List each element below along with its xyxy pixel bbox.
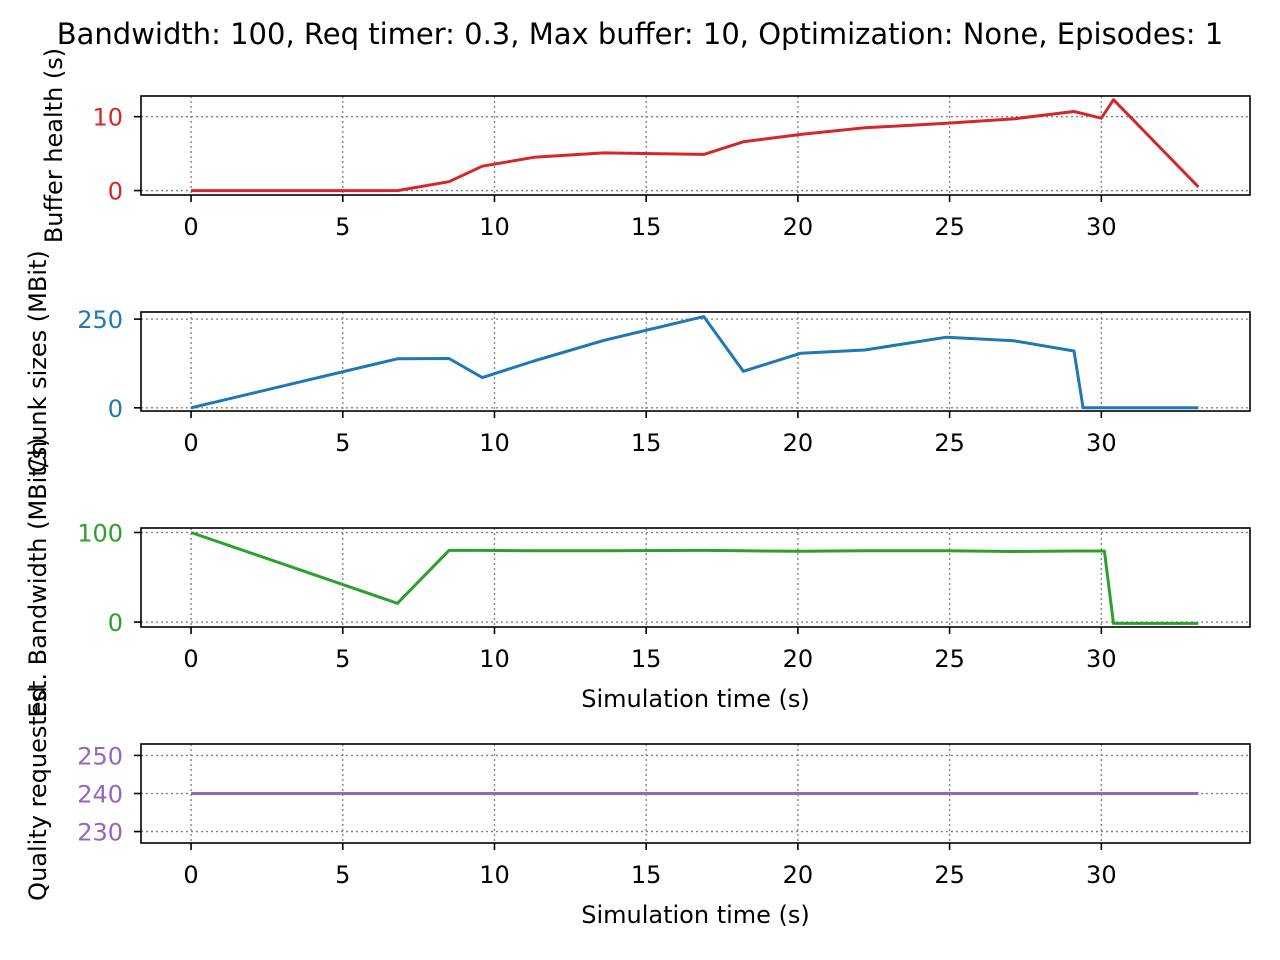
x-tick-label: 0 bbox=[183, 429, 198, 457]
y-axis-label: Buffer health (s) bbox=[40, 48, 68, 243]
x-tick-label: 15 bbox=[631, 861, 662, 889]
subplot-1: 0 5 10 15 20 25 30 0 10 Buffer health (s) bbox=[40, 48, 1251, 243]
x-tick-label: 10 bbox=[479, 213, 510, 241]
x-tick-label: 15 bbox=[631, 213, 662, 241]
y-tick-label: 240 bbox=[77, 781, 123, 809]
x-tick-label: 10 bbox=[479, 645, 510, 673]
axes-frame bbox=[140, 311, 1251, 412]
x-tick-label: 30 bbox=[1086, 861, 1117, 889]
x-tick-label: 0 bbox=[183, 213, 198, 241]
x-tick-label: 30 bbox=[1086, 429, 1117, 457]
y-tick-label: 250 bbox=[77, 742, 123, 770]
x-tick-label: 5 bbox=[335, 429, 350, 457]
x-tick-label: 0 bbox=[183, 645, 198, 673]
x-tick-label: 0 bbox=[183, 861, 198, 889]
x-tick-label: 20 bbox=[783, 429, 814, 457]
x-tick-label: 10 bbox=[479, 861, 510, 889]
x-tick-label: 20 bbox=[783, 645, 814, 673]
x-tick-label: 25 bbox=[934, 429, 965, 457]
y-tick-label: 0 bbox=[108, 178, 123, 206]
x-tick-label: 10 bbox=[479, 429, 510, 457]
x-tick-label: 20 bbox=[783, 861, 814, 889]
axes-frame bbox=[140, 527, 1251, 628]
axes-frame bbox=[140, 95, 1251, 196]
y-axis-label: Quality requested bbox=[24, 686, 52, 901]
x-tick-label: 5 bbox=[335, 213, 350, 241]
series-line bbox=[191, 98, 1200, 193]
y-axis-label: Chunk sizes (MBit) bbox=[24, 250, 52, 473]
y-tick-label: 230 bbox=[77, 819, 123, 847]
y-axis-label: Est. Bandwidth (MBit/s) bbox=[24, 437, 52, 717]
x-tick-label: 15 bbox=[631, 429, 662, 457]
y-tick-label: 0 bbox=[108, 395, 123, 423]
x-axis-label: Simulation time (s) bbox=[581, 685, 810, 713]
y-tick-label: 0 bbox=[108, 609, 123, 637]
x-tick-label: 25 bbox=[934, 645, 965, 673]
x-tick-label: 30 bbox=[1086, 213, 1117, 241]
subplot-3: 0 5 10 15 20 25 30 0 100 Est. Bandwidth (MBit/s) S… bbox=[24, 437, 1251, 718]
subplot-2: 0 5 10 15 20 25 30 0 250 Chunk sizes (MBit) bbox=[24, 250, 1251, 473]
subplots: 0 5 10 15 20 25 30 0 10 Buffer health (s) 0 5 10 15 20… bbox=[24, 48, 1251, 929]
x-axis-label: Simulation time (s) bbox=[581, 901, 810, 929]
series-line bbox=[190, 531, 1199, 625]
x-tick-label: 25 bbox=[934, 213, 965, 241]
subplot-4: 0 5 10 15 20 25 30 230 240 250 Quality requested Si… bbox=[24, 686, 1251, 929]
x-tick-label: 5 bbox=[335, 861, 350, 889]
y-tick-label: 100 bbox=[77, 519, 123, 547]
y-tick-label: 10 bbox=[92, 104, 123, 132]
figure-title: Bandwidth: 100, Req timer: 0.3, Max buff… bbox=[57, 17, 1224, 51]
series-line bbox=[190, 315, 1199, 410]
x-tick-label: 30 bbox=[1086, 645, 1117, 673]
x-tick-label: 20 bbox=[783, 213, 814, 241]
x-tick-label: 5 bbox=[335, 645, 350, 673]
y-tick-label: 250 bbox=[77, 306, 123, 334]
x-tick-label: 15 bbox=[631, 645, 662, 673]
x-tick-label: 25 bbox=[934, 861, 965, 889]
